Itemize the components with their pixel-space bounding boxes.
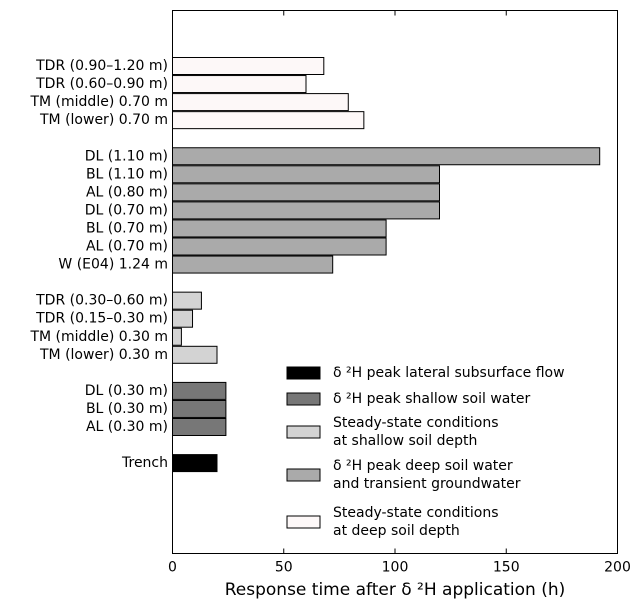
bar bbox=[172, 309, 194, 328]
bar bbox=[172, 237, 387, 256]
y-tick-label: BL (0.70 m) bbox=[86, 220, 168, 236]
bar bbox=[172, 454, 218, 473]
bar bbox=[172, 111, 365, 130]
legend-swatch bbox=[286, 468, 321, 482]
y-tick-label: TM (lower) 0.30 m bbox=[39, 347, 168, 363]
bar bbox=[172, 399, 227, 418]
y-tick-label: TDR (0.30–0.60 m) bbox=[35, 293, 168, 309]
bar bbox=[172, 93, 349, 112]
y-tick-label: Trench bbox=[121, 455, 168, 471]
legend-label: Steady-state conditions at shallow soil d… bbox=[333, 415, 498, 449]
bar bbox=[172, 57, 325, 75]
bar bbox=[172, 345, 218, 364]
x-tick-label: 50 bbox=[275, 560, 293, 576]
bar bbox=[172, 147, 601, 166]
legend-swatch bbox=[286, 366, 321, 380]
y-tick-label: AL (0.80 m) bbox=[86, 184, 168, 200]
y-tick-label: DL (0.30 m) bbox=[85, 383, 168, 399]
bar bbox=[172, 165, 440, 184]
y-tick-label: AL (0.70 m) bbox=[86, 239, 168, 255]
x-axis-label: Response time after δ ²H application (h) bbox=[225, 580, 566, 600]
bar bbox=[172, 291, 202, 310]
y-tick-label: DL (1.10 m) bbox=[85, 148, 168, 164]
y-tick-label: BL (1.10 m) bbox=[86, 166, 168, 182]
x-tick-label: 100 bbox=[382, 560, 409, 576]
y-tick-label: TDR (0.90–1.20 m) bbox=[35, 58, 168, 74]
y-tick-label: TM (middle) 0.70 m bbox=[29, 94, 168, 110]
legend-label: δ ²H peak deep soil water and transient g… bbox=[333, 458, 521, 492]
bar bbox=[172, 418, 227, 436]
bar bbox=[172, 255, 334, 274]
legend-swatch bbox=[286, 392, 321, 406]
legend-label: δ ²H peak lateral subsurface flow bbox=[333, 365, 565, 381]
bar bbox=[172, 381, 227, 400]
legend-swatch bbox=[286, 425, 321, 439]
legend-label: δ ²H peak shallow soil water bbox=[333, 391, 530, 407]
legend-swatch bbox=[286, 515, 321, 529]
y-tick-label: TDR (0.15–0.30 m) bbox=[35, 311, 168, 327]
bar bbox=[172, 75, 307, 94]
y-tick-label: AL (0.30 m) bbox=[86, 419, 168, 435]
bar bbox=[172, 219, 387, 238]
y-tick-label: BL (0.30 m) bbox=[86, 401, 168, 417]
y-tick-label: DL (0.70 m) bbox=[85, 202, 168, 218]
x-tick-label: 200 bbox=[604, 560, 630, 576]
x-tick-label: 0 bbox=[168, 560, 177, 576]
bar bbox=[172, 183, 440, 202]
y-tick-label: TM (lower) 0.70 m bbox=[39, 112, 168, 128]
y-tick-label: W (E04) 1.24 m bbox=[58, 257, 168, 273]
y-tick-label: TDR (0.60–0.90 m) bbox=[35, 76, 168, 92]
x-tick-label: 150 bbox=[493, 560, 520, 576]
y-tick-label: TM (middle) 0.30 m bbox=[29, 329, 168, 345]
bar bbox=[172, 327, 182, 346]
bar bbox=[172, 201, 440, 220]
legend-label: Steady-state conditions at deep soil dept… bbox=[333, 505, 498, 539]
